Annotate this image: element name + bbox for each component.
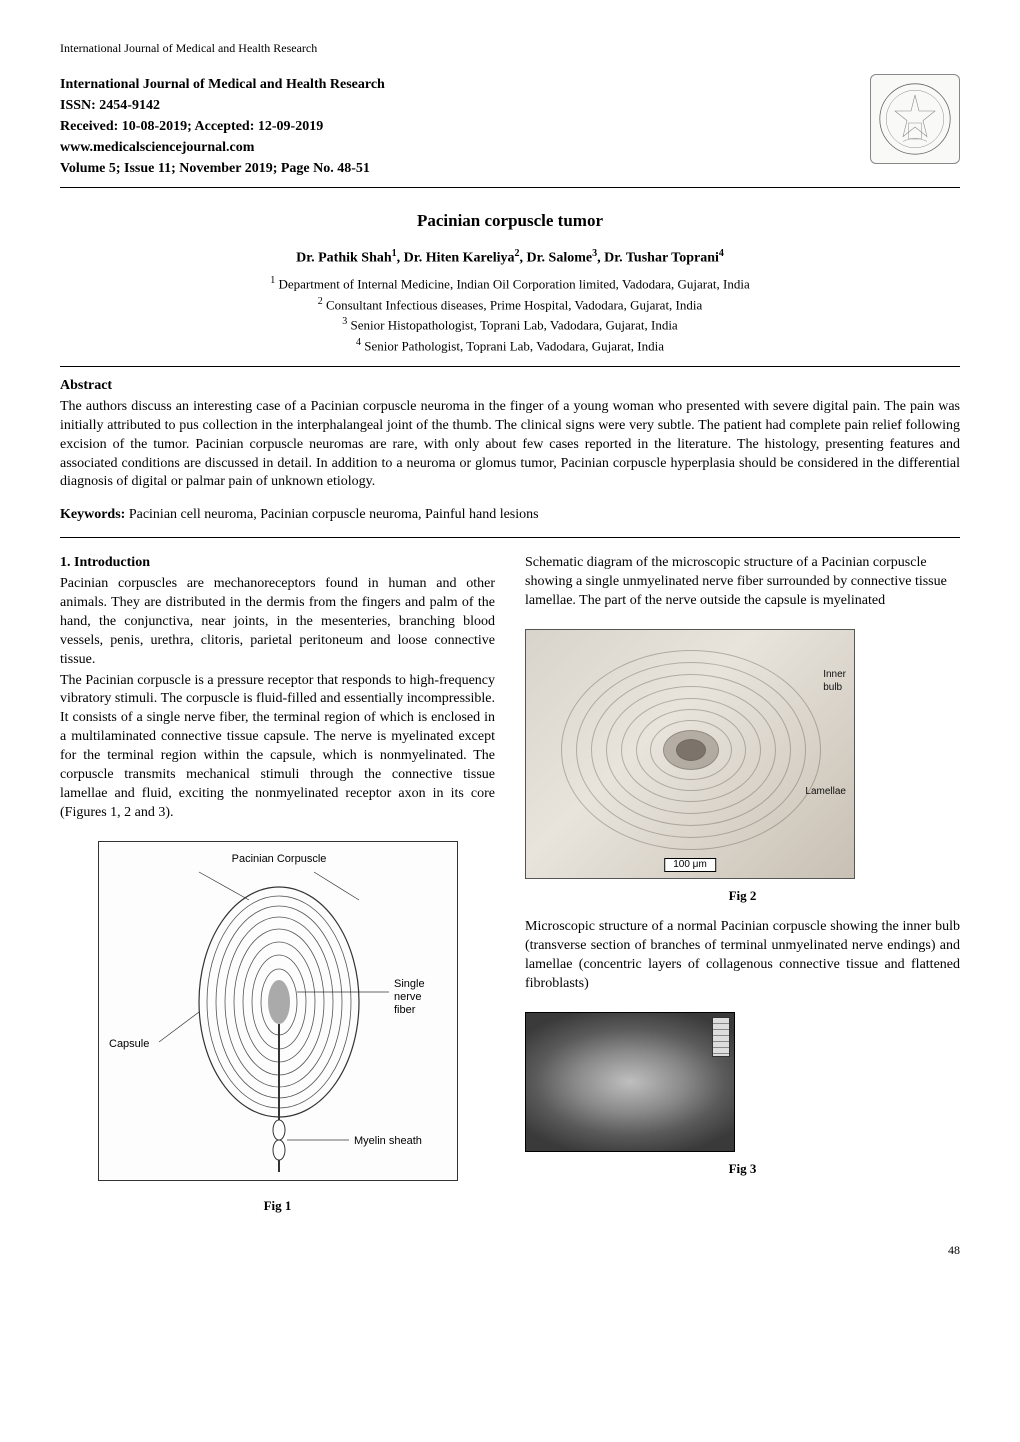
keywords: Keywords: Pacinian cell neuroma, Pacinia… bbox=[60, 506, 960, 525]
fig3-caption: Fig 3 bbox=[525, 1160, 960, 1178]
fig1-caption: Fig 1 bbox=[60, 1197, 495, 1215]
figure-2: Innerbulb Lamellae 100 μm Fig 2 bbox=[525, 629, 960, 905]
affil-2: 2 Consultant Infectious diseases, Prime … bbox=[60, 294, 960, 315]
fig1-myelin-label: Myelin sheath bbox=[354, 1135, 422, 1147]
intro-para-2: The Pacinian corpuscle is a pressure rec… bbox=[60, 672, 495, 823]
keywords-label: Keywords: bbox=[60, 507, 125, 522]
fig1-description: Schematic diagram of the microscopic str… bbox=[525, 554, 960, 611]
fig1-title-label: Pacinian Corpuscle bbox=[231, 853, 326, 865]
fig2-lamellae-label: Lamellae bbox=[805, 785, 846, 799]
abstract-heading: Abstract bbox=[60, 377, 960, 396]
journal-header: International Journal of Medical and Hea… bbox=[60, 74, 960, 179]
figure-2-image: Innerbulb Lamellae 100 μm bbox=[525, 629, 855, 879]
abstract-text: The authors discuss an interesting case … bbox=[60, 398, 960, 492]
journal-meta: International Journal of Medical and Hea… bbox=[60, 74, 385, 179]
article-title: Pacinian corpuscle tumor bbox=[60, 210, 960, 233]
journal-logo bbox=[870, 74, 960, 164]
figure-3: Fig 3 bbox=[525, 1012, 960, 1178]
rule-top bbox=[60, 187, 960, 188]
right-column: Schematic diagram of the microscopic str… bbox=[525, 554, 960, 1214]
figure-1: Pacinian Corpuscle bbox=[60, 841, 495, 1214]
affil-3: 3 Senior Histopathologist, Toprani Lab, … bbox=[60, 314, 960, 335]
affil-1: 1 Department of Internal Medicine, India… bbox=[60, 273, 960, 294]
page-number: 48 bbox=[60, 1242, 960, 1258]
fig2-description: Microscopic structure of a normal Pacini… bbox=[525, 918, 960, 994]
left-column: 1. Introduction Pacinian corpuscles are … bbox=[60, 554, 495, 1214]
intro-heading: 1. Introduction bbox=[60, 554, 495, 573]
journal-logo-icon bbox=[875, 79, 955, 159]
fig1-capsule-label: Capsule bbox=[109, 1038, 149, 1050]
journal-name: International Journal of Medical and Hea… bbox=[60, 74, 385, 95]
intro-para-1: Pacinian corpuscles are mechanoreceptors… bbox=[60, 575, 495, 669]
fig1-nerve-label-2: nerve bbox=[394, 991, 422, 1003]
journal-received-accepted: Received: 10-08-2019; Accepted: 12-09-20… bbox=[60, 116, 385, 137]
journal-volume: Volume 5; Issue 11; November 2019; Page … bbox=[60, 158, 385, 179]
journal-issn: ISSN: 2454-9142 bbox=[60, 95, 385, 116]
running-header: International Journal of Medical and Hea… bbox=[60, 40, 960, 56]
rule-after-keywords bbox=[60, 537, 960, 538]
rule-after-affil bbox=[60, 366, 960, 367]
fig2-caption: Fig 2 bbox=[525, 887, 960, 905]
figure-1-image: Pacinian Corpuscle bbox=[98, 841, 458, 1181]
fig1-nerve-label-1: Single bbox=[394, 978, 425, 990]
journal-website: www.medicalsciencejournal.com bbox=[60, 137, 385, 158]
abstract-section: Abstract The authors discuss an interest… bbox=[60, 377, 960, 492]
affiliations: 1 Department of Internal Medicine, India… bbox=[60, 273, 960, 356]
keywords-text: Pacinian cell neuroma, Pacinian corpuscl… bbox=[125, 507, 538, 522]
body-columns: 1. Introduction Pacinian corpuscles are … bbox=[60, 554, 960, 1214]
fig3-ruler-icon bbox=[712, 1017, 730, 1057]
fig2-scalebar: 100 μm bbox=[664, 858, 716, 872]
figure-3-image bbox=[525, 1012, 735, 1152]
affil-4: 4 Senior Pathologist, Toprani Lab, Vadod… bbox=[60, 335, 960, 356]
fig1-nerve-label-3: fiber bbox=[394, 1004, 416, 1016]
authors-line: Dr. Pathik Shah1, Dr. Hiten Kareliya2, D… bbox=[60, 247, 960, 269]
fig2-inner-bulb-label: Innerbulb bbox=[823, 668, 846, 695]
